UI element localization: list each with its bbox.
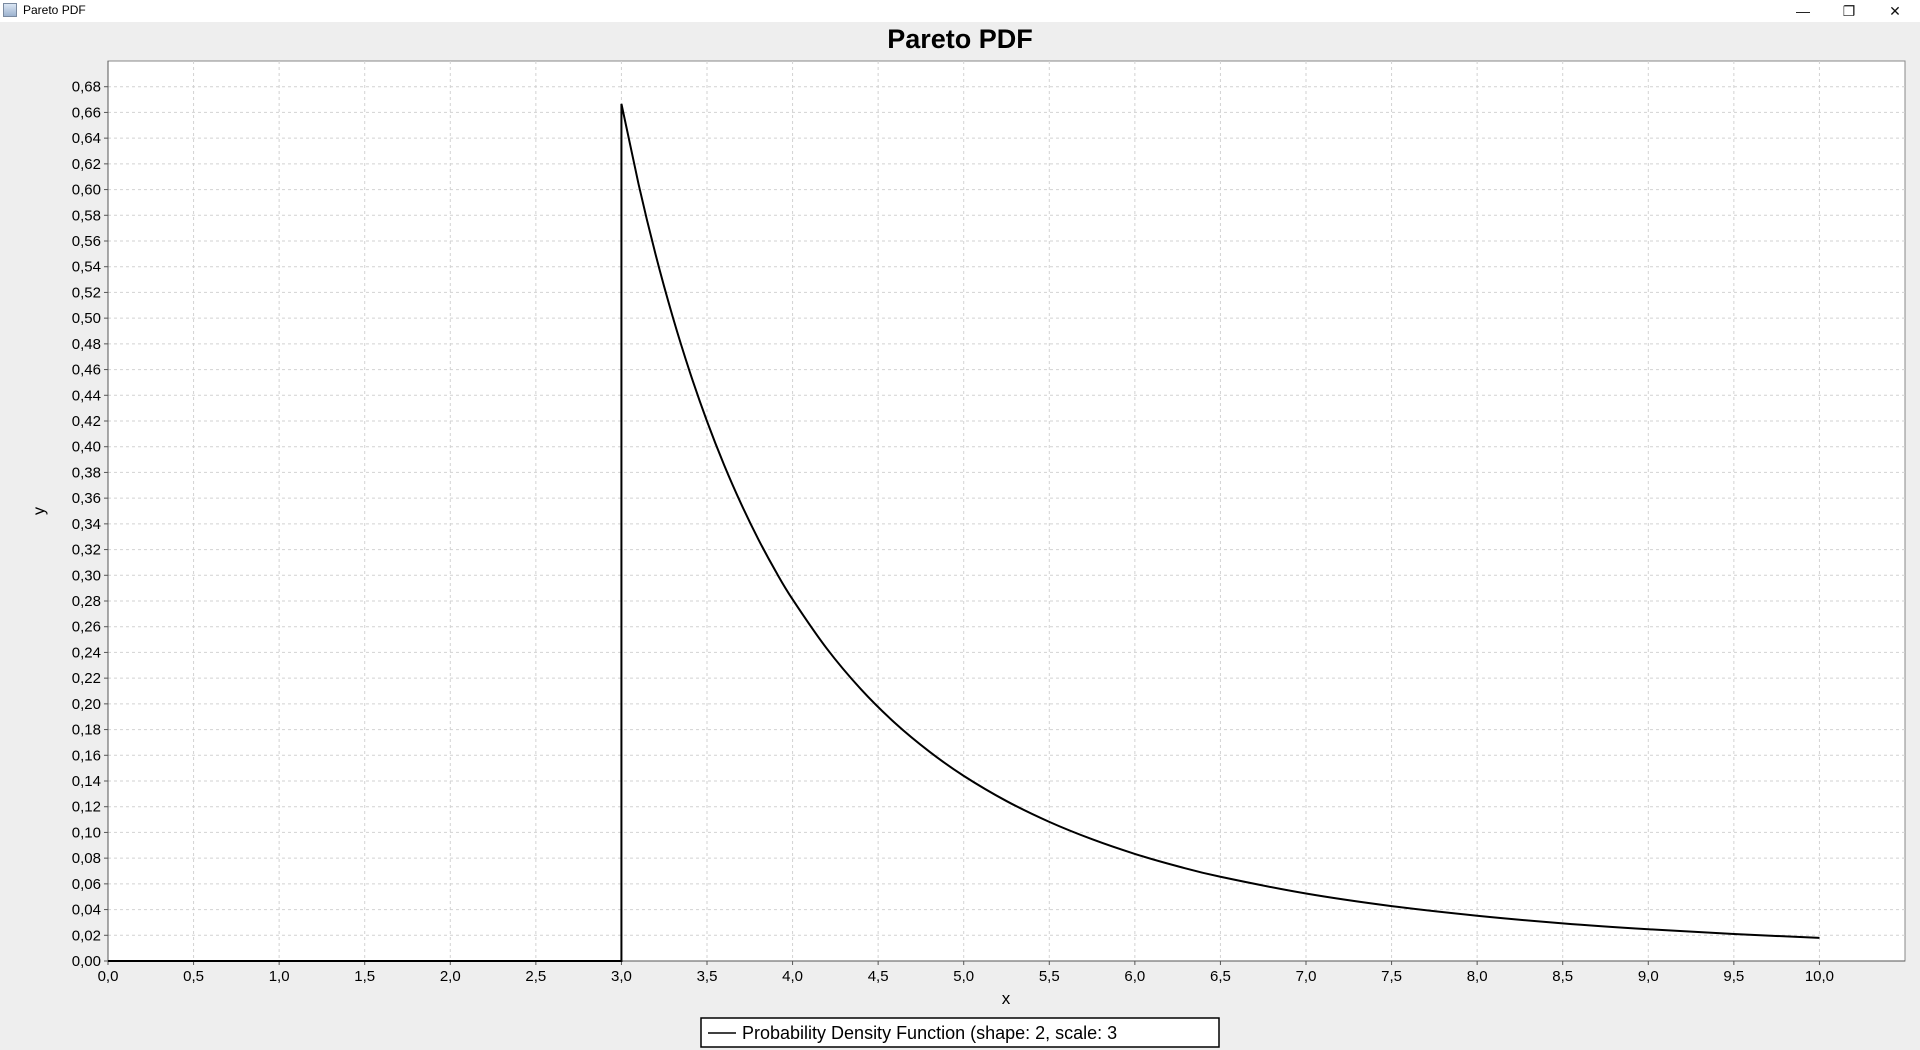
plot-area xyxy=(107,60,1906,962)
y-tick-label: 0,36 xyxy=(72,490,101,507)
y-tick-label: 0,62 xyxy=(72,156,101,173)
legend-box xyxy=(700,1017,1220,1048)
x-tick-label: 4,5 xyxy=(868,968,889,985)
y-tick-label: 0,14 xyxy=(72,773,101,790)
y-tick-label: 0,10 xyxy=(72,824,101,841)
y-tick-label: 0,66 xyxy=(72,104,101,121)
java-app-icon xyxy=(3,3,17,17)
minimize-icon: — xyxy=(1796,3,1810,19)
x-tick-label: 7,0 xyxy=(1296,968,1317,985)
x-tick-label: 9,0 xyxy=(1638,968,1659,985)
y-tick-label: 0,38 xyxy=(72,464,101,481)
restore-icon: ❐ xyxy=(1842,2,1856,19)
y-tick-label: 0,18 xyxy=(72,722,101,739)
y-axis-label: y xyxy=(31,507,48,515)
y-tick-label: 0,00 xyxy=(72,953,101,970)
x-tick-label: 10,0 xyxy=(1805,968,1834,985)
y-tick-label: 0,50 xyxy=(72,310,101,327)
y-axis: 0,00 0,02 0,04 0,06 0,08 0,10 0,12 0,14 0,16 0,18… xyxy=(72,61,109,970)
y-tick-label: 0,32 xyxy=(72,542,101,559)
x-tick-label: 2,0 xyxy=(440,968,461,985)
y-tick-label: 0,42 xyxy=(72,413,101,430)
y-tick-label: 0,02 xyxy=(72,927,101,944)
close-button[interactable]: ✕ xyxy=(1872,0,1918,22)
y-tick-label: 0,34 xyxy=(72,516,101,533)
y-tick-label: 0,40 xyxy=(72,439,101,456)
series-group xyxy=(108,103,1820,962)
y-tick-label: 0,48 xyxy=(72,336,101,353)
grid-lines xyxy=(108,61,1905,961)
legend-label: Probability Density Function (shape: 2, … xyxy=(742,1023,1117,1043)
y-tick-label: 0,04 xyxy=(72,902,101,919)
close-icon: ✕ xyxy=(1889,2,1901,19)
y-tick-label: 0,58 xyxy=(72,207,101,224)
y-tick-label: 0,20 xyxy=(72,696,101,713)
y-tick-label: 0,12 xyxy=(72,799,101,816)
y-tick-label: 0,64 xyxy=(72,130,101,147)
legend: Probability Density Function (shape: 2, … xyxy=(700,1017,1220,1048)
y-tick-label: 0,22 xyxy=(72,670,101,687)
x-tick-label: 8,5 xyxy=(1552,968,1573,985)
minimize-button[interactable]: — xyxy=(1780,0,1826,22)
x-tick-label: 1,0 xyxy=(269,968,290,985)
x-tick-label: 2,5 xyxy=(525,968,546,985)
chart-title: Pareto PDF xyxy=(887,24,1033,54)
y-tick-label: 0,56 xyxy=(72,233,101,250)
title-bar: Pareto PDF — ❐ ✕ xyxy=(0,0,1920,22)
x-tick-label: 5,5 xyxy=(1039,968,1060,985)
x-tick-label: 5,0 xyxy=(953,968,974,985)
y-tick-label: 0,24 xyxy=(72,644,101,661)
x-tick-label: 1,5 xyxy=(354,968,375,985)
x-tick-label: 6,0 xyxy=(1124,968,1145,985)
y-tick-label: 0,16 xyxy=(72,747,101,764)
x-tick-label: 9,5 xyxy=(1723,968,1744,985)
x-tick-label: 7,5 xyxy=(1381,968,1402,985)
x-axis: 0,0 0,5 1,0 1,5 2,0 2,5 3,0 3,5 4,0 4,5 5,0 5,5 6,0 6… xyxy=(98,960,1905,985)
x-tick-label: 0,0 xyxy=(98,968,119,985)
x-tick-label: 8,0 xyxy=(1467,968,1488,985)
y-tick-label: 0,28 xyxy=(72,593,101,610)
x-tick-label: 3,0 xyxy=(611,968,632,985)
y-tick-label: 0,44 xyxy=(72,387,101,404)
y-tick-label: 0,52 xyxy=(72,284,101,301)
x-axis-label: x xyxy=(1002,989,1011,1008)
y-tick-label: 0,46 xyxy=(72,362,101,379)
y-tick-label: 0,54 xyxy=(72,259,101,276)
x-tick-label: 6,5 xyxy=(1210,968,1231,985)
y-tick-label: 0,08 xyxy=(72,850,101,867)
series-line xyxy=(108,103,1820,962)
y-tick-label: 0,06 xyxy=(72,876,101,893)
window-title: Pareto PDF xyxy=(23,3,86,17)
x-tick-label: 0,5 xyxy=(183,968,204,985)
restore-button[interactable]: ❐ xyxy=(1826,0,1872,22)
y-tick-label: 0,30 xyxy=(72,567,101,584)
y-tick-label: 0,68 xyxy=(72,79,101,96)
y-tick-label: 0,60 xyxy=(72,182,101,199)
x-tick-label: 4,0 xyxy=(782,968,803,985)
chart-panel: Pareto PDF 0,000,020,040,060,080,100,120… xyxy=(0,22,1920,1050)
x-tick-label: 3,5 xyxy=(697,968,718,985)
y-tick-label: 0,26 xyxy=(72,619,101,636)
